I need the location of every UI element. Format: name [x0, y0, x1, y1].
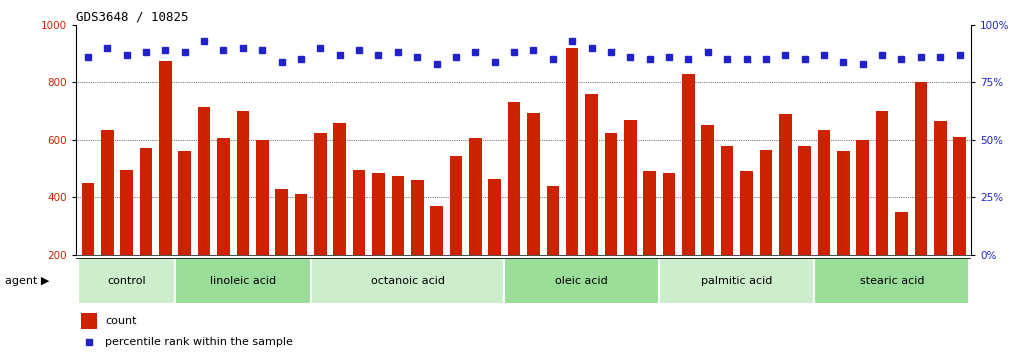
Bar	[721, 145, 733, 313]
Bar	[507, 102, 521, 313]
Bar	[876, 111, 889, 313]
Bar	[430, 206, 442, 313]
Bar	[81, 183, 95, 313]
Bar	[953, 137, 966, 313]
Bar	[914, 82, 928, 313]
Bar	[644, 171, 656, 313]
Bar	[605, 133, 617, 313]
Bar	[256, 140, 268, 313]
Bar	[624, 120, 637, 313]
Bar	[353, 170, 365, 313]
Bar	[682, 74, 695, 313]
Bar	[334, 122, 346, 313]
Text: GDS3648 / 10825: GDS3648 / 10825	[76, 11, 189, 24]
Bar	[159, 61, 172, 313]
Text: octanoic acid: octanoic acid	[370, 276, 444, 286]
Bar	[815, 258, 969, 304]
Bar	[198, 107, 211, 313]
Bar	[585, 94, 598, 313]
Bar	[314, 133, 326, 313]
Bar	[80, 313, 97, 329]
Bar	[527, 113, 540, 313]
Bar	[702, 125, 714, 313]
Bar	[295, 194, 307, 313]
Bar	[372, 173, 384, 313]
Text: agent ▶: agent ▶	[5, 276, 50, 286]
Bar	[175, 258, 310, 304]
Text: control: control	[108, 276, 146, 286]
Text: oleic acid: oleic acid	[555, 276, 608, 286]
Bar	[450, 156, 463, 313]
Bar	[895, 212, 908, 313]
Bar	[565, 48, 579, 313]
Bar	[218, 138, 230, 313]
Text: count: count	[105, 316, 136, 326]
Text: linoleic acid: linoleic acid	[210, 276, 276, 286]
Bar	[779, 114, 791, 313]
Bar	[120, 170, 133, 313]
Text: palmitic acid: palmitic acid	[701, 276, 773, 286]
Bar	[178, 152, 191, 313]
Bar	[659, 258, 815, 304]
Bar	[310, 258, 504, 304]
Bar	[837, 152, 849, 313]
Bar	[411, 180, 423, 313]
Bar	[488, 179, 501, 313]
Bar	[276, 189, 288, 313]
Bar	[856, 140, 870, 313]
Bar	[663, 173, 675, 313]
Bar	[760, 150, 772, 313]
Bar	[504, 258, 659, 304]
Bar	[818, 130, 830, 313]
Bar	[546, 186, 559, 313]
Text: percentile rank within the sample: percentile rank within the sample	[105, 337, 293, 347]
Bar	[934, 121, 947, 313]
Bar	[101, 130, 114, 313]
Bar	[469, 138, 482, 313]
Text: stearic acid: stearic acid	[859, 276, 924, 286]
Bar	[740, 171, 753, 313]
Bar	[392, 176, 404, 313]
Bar	[237, 111, 249, 313]
Bar	[798, 145, 811, 313]
Bar	[78, 258, 175, 304]
Bar	[139, 148, 153, 313]
